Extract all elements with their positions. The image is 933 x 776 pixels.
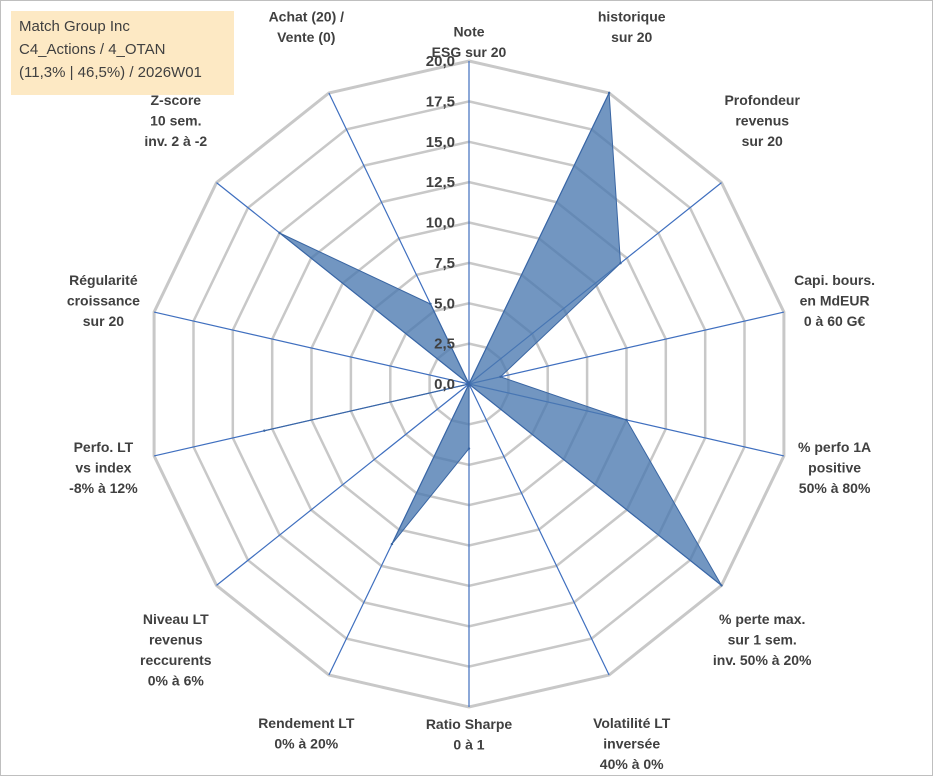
axis-label: Régularité croissance sur 20 [67, 272, 140, 329]
data-point [467, 447, 471, 450]
tick-label: 2,5 [434, 336, 455, 353]
axis-label-line: historique [598, 9, 666, 25]
data-point [263, 429, 266, 432]
axis-label-line: % perfo 1A [798, 439, 871, 455]
axis-label-line: en MdEUR [800, 293, 870, 309]
axis-spoke [153, 311, 470, 385]
data-point [499, 375, 502, 378]
tick-label: 7,5 [434, 255, 455, 272]
axis-spoke [468, 383, 610, 676]
axis-label-line: 10 sem. [150, 113, 201, 129]
tick-label: 10,0 [426, 215, 455, 232]
axis-label-line: revenus [735, 113, 789, 129]
radial-tick-labels: 0,0 2,5 5,0 7,5 10,0 12,5 15,0 17,5 20,0 [426, 53, 455, 393]
axis-label-line: Profondeur [594, 1, 670, 4]
axis-label-line: inversée [603, 735, 660, 751]
data-point [720, 584, 723, 587]
axis-label: Z-score 10 sem. inv. 2 à -2 [144, 92, 207, 149]
tick-label: 0,0 [434, 376, 455, 393]
axis-label: Niveau LT revenus reccurents 0% à 6% [140, 611, 212, 689]
data-point [429, 302, 432, 306]
axis-label: Note ESG sur 20 [432, 24, 507, 61]
axis-label: Rendement LT 0% à 20% [258, 715, 355, 752]
axis-label: Profondeur historique sur 20 [594, 1, 670, 45]
axis-label-line: Ratio Sharpe [426, 716, 513, 732]
axis-label-line: sur 20 [742, 133, 783, 149]
axis-label-line: sur 20 [83, 313, 124, 329]
axis-label-line: -8% à 12% [69, 480, 138, 496]
axis-label-line: Rendement LT [258, 715, 355, 731]
axis-spoke [468, 311, 785, 385]
tick-label: 17,5 [426, 93, 455, 110]
tick-label: 12,5 [426, 174, 455, 191]
company-name: Match Group Inc [19, 18, 130, 35]
axis-label-line: 0% à 20% [274, 735, 338, 751]
axis-label-line: Note [453, 24, 484, 40]
series-area [264, 91, 722, 586]
axis-label: Volatilité LT inversée 40% à 0% [593, 715, 671, 772]
axis-label: % perfo 1A positive 50% à 80% [798, 439, 871, 496]
axis-label: % perte max. sur 1 sem. inv. 50% à 20% [713, 611, 812, 668]
tick-label: 20,0 [426, 53, 455, 70]
data-point [619, 262, 622, 265]
axis-label-line: Capi. bours. [794, 272, 875, 288]
axis-label-line: positive [808, 459, 861, 475]
axis-label: Capi. bours. en MdEUR 0 à 60 G€ [794, 272, 875, 329]
axis-label-line: ESG sur 20 [432, 44, 507, 60]
radar-series [263, 91, 723, 587]
axis-label-line: Perfo. LT [74, 439, 134, 455]
performance-period: (11,3% | 46,5%) / 2026W01 [19, 64, 202, 81]
axis-label-line: revenus [149, 631, 203, 647]
axis-label-line: inv. 50% à 20% [713, 652, 812, 668]
axis-label-line: sur 1 sem. [728, 631, 797, 647]
axis-spoke [216, 383, 470, 586]
axis-label: Perfo. LT vs index -8% à 12% [69, 439, 138, 496]
axis-label-line: Volatilité LT [593, 715, 671, 731]
portfolio-label: C4_Actions / 4_OTAN [19, 41, 166, 58]
axis-label-line: Régularité [69, 272, 138, 288]
data-point [467, 382, 471, 386]
data-point [390, 542, 394, 546]
axis-label-line: inv. 2 à -2 [144, 133, 207, 149]
data-point [607, 91, 611, 95]
tick-label: 15,0 [426, 134, 455, 151]
axis-label-line: croissance [67, 293, 140, 309]
axis-label-line: reccurents [140, 652, 212, 668]
axis-label-line: % perte max. [719, 611, 805, 627]
axis-label-line: 40% à 0% [600, 756, 664, 772]
data-point [625, 418, 628, 422]
axis-label-line: 50% à 80% [799, 480, 871, 496]
axis-label-line: 0 à 1 [453, 737, 484, 753]
data-point [278, 231, 281, 235]
info-box: Match Group Inc C4_Actions / 4_OTAN (11,… [11, 11, 234, 95]
axis-label-line: 0% à 6% [148, 672, 205, 688]
axis-label: Ratio Sharpe 0 à 1 [426, 716, 513, 753]
axis-label-line: Momentum [269, 1, 344, 4]
axis-label-line: Profondeur [724, 92, 800, 108]
axis-label-line: Achat (20) / [269, 9, 345, 25]
axis-label-line: Z-score [151, 92, 202, 108]
axis-label: Profondeur revenus sur 20 [724, 92, 800, 149]
axis-labels: Note ESG sur 20 Profondeur historique sur 20… [67, 1, 875, 772]
axis-label-line: 0 à 60 G€ [804, 313, 866, 329]
axis-label-line: Vente (0) [277, 29, 335, 45]
tick-label: 5,0 [434, 295, 455, 312]
axis-label-line: vs index [75, 459, 131, 475]
axis-label-line: Niveau LT [143, 611, 209, 627]
axis-label-line: sur 20 [611, 29, 652, 45]
axis-label: Momentum Achat (20) / Vente (0) [269, 1, 345, 45]
